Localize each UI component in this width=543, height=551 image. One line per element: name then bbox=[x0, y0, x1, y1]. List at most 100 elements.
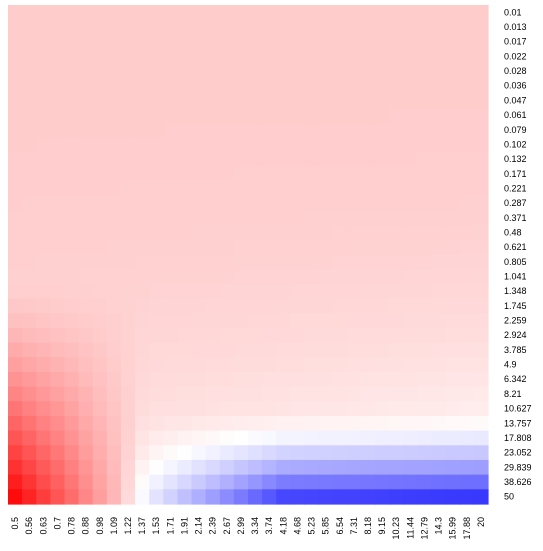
heatmap-cell bbox=[149, 181, 164, 197]
heatmap-cell bbox=[473, 151, 489, 168]
heatmap-cell bbox=[431, 19, 447, 35]
x-tick-label: 5.23 bbox=[307, 517, 317, 535]
heatmap-cell bbox=[360, 371, 376, 388]
heatmap-cell bbox=[389, 78, 404, 94]
x-tick-label: 20 bbox=[476, 517, 486, 527]
heatmap-cell bbox=[135, 371, 150, 388]
heatmap-cell bbox=[8, 34, 23, 50]
heatmap-cell bbox=[332, 254, 348, 270]
y-tick-label: 50 bbox=[504, 492, 514, 502]
heatmap-cell bbox=[304, 5, 320, 21]
heatmap-cell bbox=[262, 327, 277, 344]
heatmap-cell bbox=[149, 210, 164, 226]
heatmap-cell bbox=[135, 430, 150, 446]
heatmap-cell bbox=[248, 313, 263, 329]
heatmap-cell bbox=[8, 386, 23, 402]
heatmap-cell bbox=[318, 254, 334, 270]
heatmap-cell bbox=[403, 49, 419, 65]
heatmap-cell bbox=[92, 474, 108, 490]
heatmap-cell bbox=[177, 166, 193, 182]
heatmap-cell bbox=[163, 122, 179, 138]
heatmap-cell bbox=[375, 93, 390, 109]
heatmap-cell bbox=[290, 63, 306, 79]
heatmap-cell bbox=[262, 474, 277, 490]
heatmap-cell bbox=[163, 181, 179, 197]
heatmap-cell bbox=[431, 122, 447, 138]
heatmap-cell bbox=[191, 93, 207, 109]
heatmap-cell bbox=[191, 225, 207, 241]
heatmap-cell bbox=[78, 107, 94, 124]
heatmap-cell bbox=[120, 210, 136, 226]
heatmap-cell bbox=[417, 5, 433, 21]
heatmap-cell bbox=[318, 474, 334, 490]
heatmap-cell bbox=[233, 78, 249, 94]
heatmap-cell bbox=[22, 327, 37, 344]
heatmap-cell bbox=[36, 430, 51, 446]
heatmap-cell bbox=[8, 210, 23, 226]
heatmap-cell bbox=[50, 34, 66, 50]
heatmap-cell bbox=[205, 151, 221, 168]
heatmap-cell bbox=[219, 19, 235, 35]
heatmap-cell bbox=[417, 93, 433, 109]
heatmap-cell bbox=[50, 371, 66, 388]
heatmap-cell bbox=[262, 151, 277, 168]
x-tick-label: 1.37 bbox=[137, 517, 147, 535]
heatmap-cell bbox=[417, 181, 433, 197]
heatmap-cell bbox=[375, 313, 390, 329]
heatmap-cell bbox=[36, 210, 51, 226]
heatmap-cell bbox=[78, 78, 94, 94]
heatmap-cell bbox=[92, 269, 108, 285]
x-tick-label: 10.23 bbox=[391, 517, 401, 540]
heatmap-cell bbox=[290, 19, 306, 35]
heatmap-cell bbox=[445, 269, 461, 285]
heatmap-cell bbox=[403, 239, 419, 256]
heatmap-cell bbox=[64, 181, 80, 197]
heatmap-cell bbox=[417, 327, 433, 344]
heatmap-cell bbox=[290, 93, 306, 109]
heatmap-cell bbox=[64, 107, 80, 124]
heatmap-cell bbox=[318, 137, 334, 153]
heatmap-cell bbox=[290, 151, 306, 168]
x-tick-label: 1.22 bbox=[123, 517, 133, 535]
heatmap-cell bbox=[360, 34, 376, 50]
heatmap-cell bbox=[332, 327, 348, 344]
heatmap-cell bbox=[417, 283, 433, 300]
heatmap-cell bbox=[163, 401, 179, 417]
heatmap-cell bbox=[360, 181, 376, 197]
heatmap-cell bbox=[360, 78, 376, 94]
heatmap-cell bbox=[318, 225, 334, 241]
heatmap-cell bbox=[22, 181, 37, 197]
heatmap-cell bbox=[22, 386, 37, 402]
heatmap-cell bbox=[163, 283, 179, 300]
heatmap-cell bbox=[360, 166, 376, 182]
heatmap-cell bbox=[205, 225, 221, 241]
heatmap-cell bbox=[92, 107, 108, 124]
heatmap-cell bbox=[459, 474, 475, 490]
heatmap-cell bbox=[389, 166, 404, 182]
heatmap-cell bbox=[149, 415, 164, 432]
heatmap-cell bbox=[135, 151, 150, 168]
heatmap-cell bbox=[290, 137, 306, 153]
heatmap-cell bbox=[177, 313, 193, 329]
heatmap-cell bbox=[459, 181, 475, 197]
x-tick-label: 14.3 bbox=[434, 517, 444, 535]
heatmap-cell bbox=[177, 269, 193, 285]
heatmap-cell bbox=[120, 430, 136, 446]
y-tick-labels: 0.01 0.013 0.017 0.022 0.028 0.036 0.047 0.061 0… bbox=[504, 7, 532, 501]
heatmap-cell bbox=[219, 151, 235, 168]
heatmap-cell bbox=[276, 181, 291, 197]
heatmap-cell bbox=[50, 430, 66, 446]
heatmap-cell bbox=[8, 122, 23, 138]
heatmap-cell bbox=[375, 386, 390, 402]
heatmap-cell bbox=[403, 210, 419, 226]
heatmap-cell bbox=[106, 151, 122, 168]
heatmap-cell bbox=[135, 93, 150, 109]
heatmap-cell bbox=[191, 5, 207, 21]
y-tick-label: 4.9 bbox=[504, 360, 517, 370]
heatmap-cell bbox=[304, 445, 320, 461]
heatmap-cell bbox=[403, 254, 419, 270]
heatmap-cell bbox=[346, 63, 362, 79]
heatmap-cell bbox=[276, 342, 291, 358]
heatmap-cell bbox=[36, 225, 51, 241]
heatmap-cell bbox=[163, 474, 179, 490]
